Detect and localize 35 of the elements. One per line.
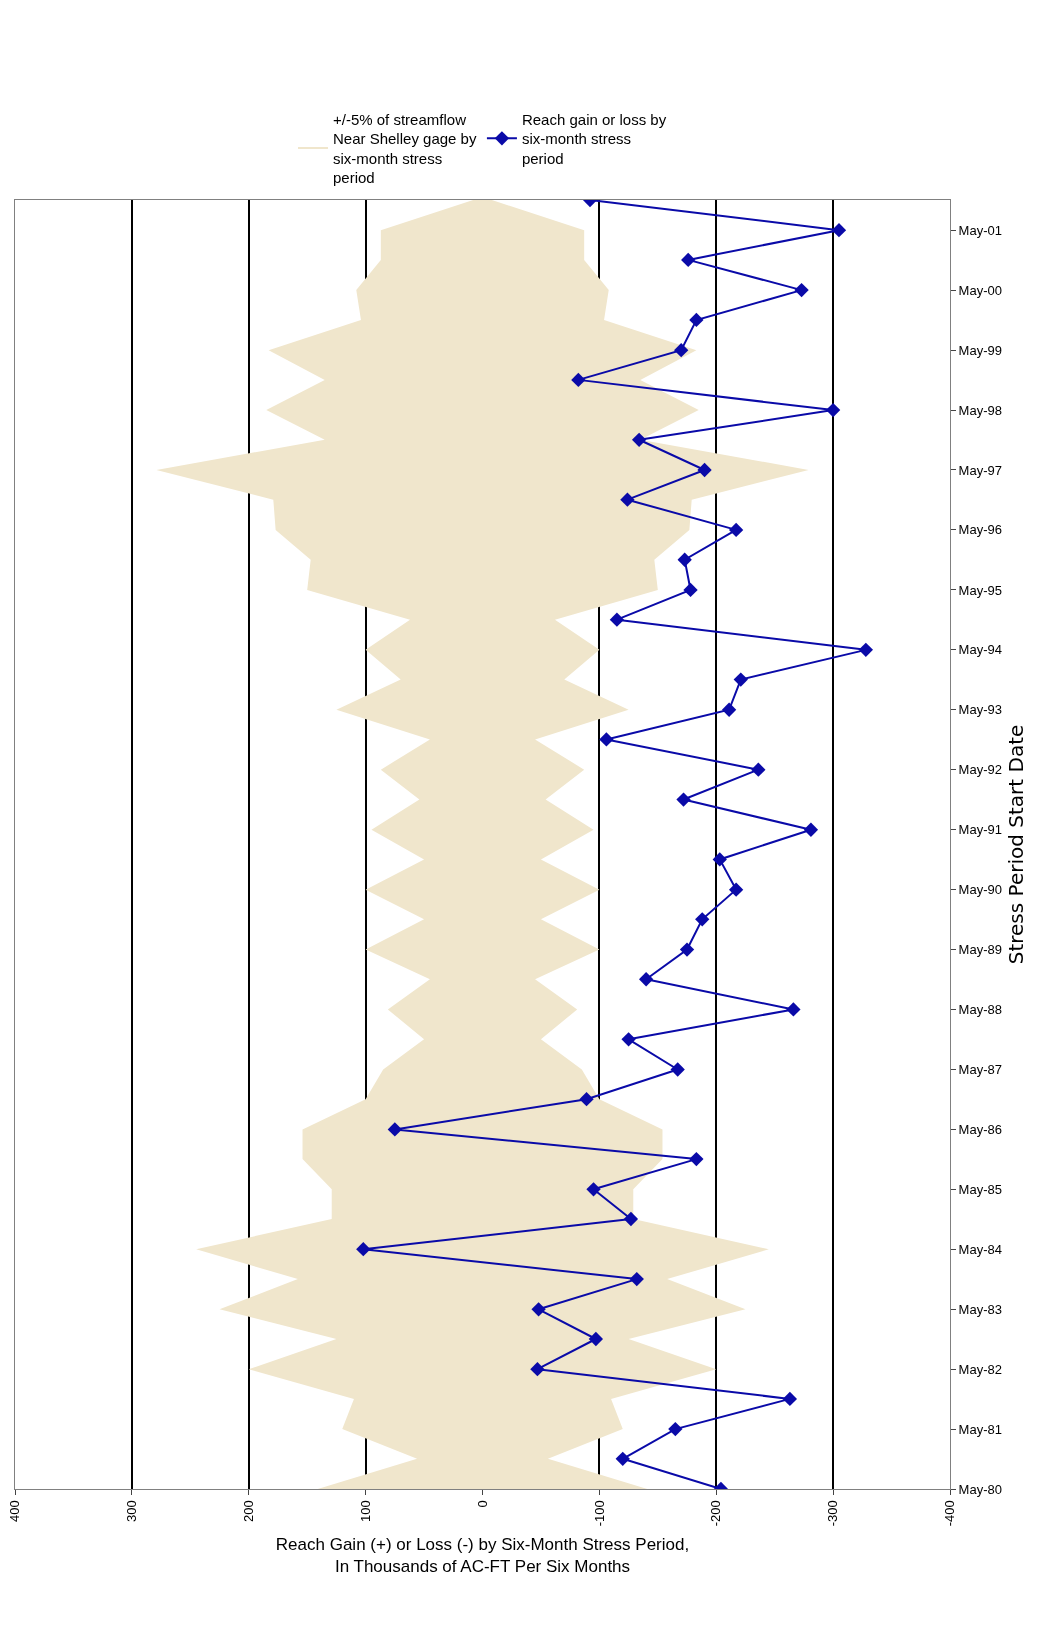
y-tick-label: May-81 [958,1421,1002,1437]
y-tick-label: May-82 [958,1361,1002,1377]
y-tick-label: May-99 [958,342,1002,358]
x-tick-label: -300 [825,1500,841,1527]
y-tick-label: May-87 [958,1062,1002,1078]
y-tick-label: May-00 [958,282,1002,298]
legend-label: +/-5% of streamflow Near Shelley gage by six-month stress period [333,110,477,187]
y-tick-label: May-84 [958,1241,1002,1257]
y-tick-label: May-94 [958,642,1002,658]
x-tick-label: 100 [357,1500,373,1522]
y-tick-label: May-97 [958,462,1002,478]
x-tick-label: 200 [240,1500,256,1522]
x-tick-label: 300 [124,1500,140,1522]
y-tick-label: May-91 [958,822,1002,838]
x-tick-label: 400 [7,1500,23,1522]
x-tick-label: -200 [708,1500,724,1527]
y-tick-label: May-93 [958,702,1002,718]
y-axis-title: Stress Period Start Date [1003,724,1028,965]
y-tick-label: May-96 [958,522,1002,538]
x-tick-label: 0 [474,1500,490,1508]
y-tick-label: May-01 [958,222,1002,238]
y-tick-label: May-83 [958,1301,1002,1317]
y-tick-label: May-89 [958,942,1002,958]
y-tick-label: May-95 [958,582,1002,598]
y-tick-label: May-92 [958,762,1002,778]
y-tick-label: May-90 [958,882,1002,898]
x-axis-title: Reach Gain (+) or Loss (-) by Six-Month Stress Period, In Thousands of AC-FT Per Six Months [275,1535,690,1577]
x-tick-label: -100 [591,1500,607,1527]
legend-label: Reach gain or loss by six-month stress period [521,110,667,167]
y-tick-label: May-80 [958,1481,1002,1497]
y-tick-label: May-86 [958,1121,1002,1137]
x-tick-label: -400 [942,1500,958,1527]
y-tick-label: May-85 [958,1181,1002,1197]
y-tick-label: May-88 [958,1001,1002,1017]
y-tick-label: May-98 [958,402,1002,418]
